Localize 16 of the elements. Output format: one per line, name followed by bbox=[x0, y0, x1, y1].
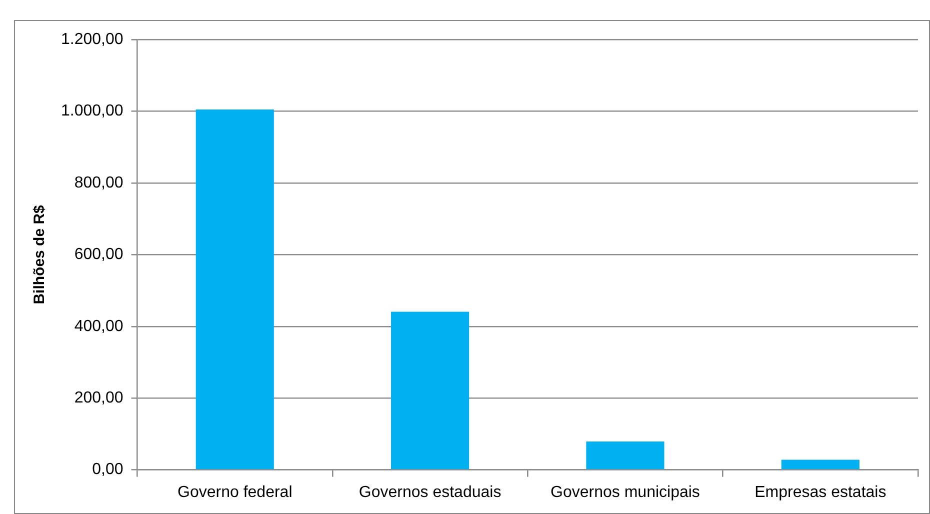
y-axis-title: Bilhões de R$ bbox=[31, 204, 48, 304]
bar bbox=[196, 110, 274, 470]
x-tick-label: Empresas estatais bbox=[754, 484, 886, 501]
bar bbox=[586, 441, 664, 470]
y-tick-label: 0,00 bbox=[92, 461, 124, 478]
y-tick-label: 400,00 bbox=[74, 318, 124, 335]
bar bbox=[781, 460, 860, 470]
y-tick-label: 600,00 bbox=[74, 246, 124, 264]
y-tick-label: 1.000,00 bbox=[61, 102, 124, 120]
x-tick-label: Governos municipais bbox=[550, 484, 700, 501]
y-tick-label: 200,00 bbox=[74, 390, 124, 407]
x-tick-label: Governos estaduais bbox=[358, 484, 502, 501]
x-tick-label: Governo federal bbox=[178, 484, 292, 501]
y-tick-label: 1.200,00 bbox=[61, 31, 124, 48]
y-tick-label: 800,00 bbox=[74, 174, 124, 192]
bar bbox=[391, 312, 470, 470]
